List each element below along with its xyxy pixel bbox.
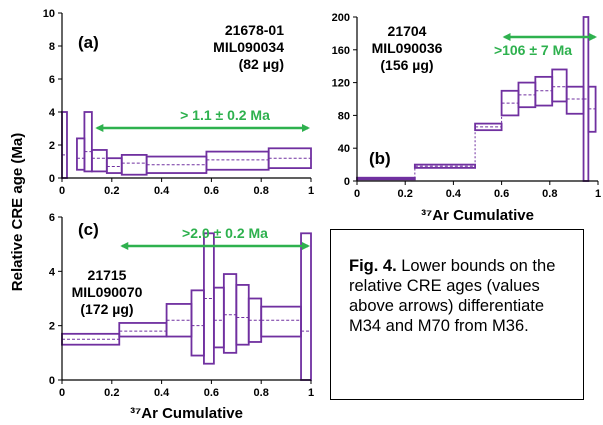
x-tick-label: 0.6 [204,387,219,399]
panel-letter: (b) [369,149,391,168]
y-tick-label: 2 [49,140,55,152]
step-box [222,273,238,354]
age-bound-label: >106 ± 7 Ma [494,42,572,58]
step-box [105,157,123,174]
y-tick-label: 10 [43,8,55,20]
step-box [118,322,168,338]
panel-letter: (c) [78,220,99,239]
x-tick-label: 0.8 [254,387,269,399]
step-box [300,232,312,381]
step-box [190,289,205,357]
x-tick-label: 0 [354,188,360,200]
sample-id: 21678-01 [225,22,284,38]
x-tick-label: 0.2 [104,185,119,197]
x-tick-label: 0.6 [494,188,509,200]
y-tick-label: 200 [332,12,350,24]
y-tick-label: 0 [344,176,350,188]
step-box [120,153,148,176]
age-bound-label: > 1.1 ± 0.2 Ma [180,107,270,123]
figure-caption: Fig. 4. Lower bounds on the relative CRE… [330,229,584,400]
x-tick-label: 0 [59,185,65,197]
y-tick-label: 4 [49,266,56,278]
step-box [565,85,585,115]
x-tick-label: 0 [59,387,65,399]
meteorite-name: MIL090036 [372,40,443,56]
sample-mass: (172 µg) [80,301,133,317]
step-box [356,176,416,181]
step-box [83,111,93,173]
y-tick-label: 160 [332,45,350,57]
x-tick-label: 0.2 [104,387,119,399]
y-tick-label: 0 [49,173,55,185]
y-tick-label: 0 [49,375,55,387]
panel-c: 0 2 4 6 0 0.2 0.4 0.6 0.8 1 ³⁷Ar Cumulative (c) 2171… [49,212,314,422]
y-tick-label: 6 [49,74,55,86]
step-box [76,137,86,171]
step-box [61,332,121,346]
y-tick-label: 120 [332,78,350,90]
meteorite-name: MIL090070 [72,284,143,300]
step-box [90,149,108,173]
x-tick-label: 1 [595,188,601,200]
caption-text: Lower bounds on the relative CRE ages (v… [349,257,556,335]
y-axis-label: Relative CRE age (Ma) [9,133,26,291]
step-box [235,284,250,346]
x-axis-label: ³⁷Ar Cumulative [421,207,534,224]
step-box [260,305,302,338]
y-tick-label: 4 [49,107,56,119]
x-tick-label: 1 [308,387,314,399]
x-tick-label: 0.4 [154,185,170,197]
x-axis-label: ³⁷Ar Cumulative [130,405,243,422]
x-tick-label: 0.4 [154,387,170,399]
y-tick-label: 80 [338,110,350,122]
sample-id: 21704 [388,23,427,39]
sample-mass: (82 µg) [239,56,284,72]
x-tick-label: 0.8 [254,185,269,197]
x-tick-label: 0.2 [398,188,413,200]
y-tick-label: 6 [49,212,55,224]
panel-b: 0 40 80 120 160 200 0 0.2 0.4 0.6 0.8 1 ³⁷Ar Cumulat… [332,12,601,224]
x-tick-label: 0.8 [542,188,557,200]
meteorite-name: MIL090034 [213,39,284,55]
caption-title: Fig. 4. [349,257,397,275]
age-bound-label: >2.0 ± 0.2 Ma [182,225,268,241]
step-box [61,111,68,179]
step-box [551,68,568,103]
y-tick-label: 2 [49,321,55,333]
panel-letter: (a) [78,33,99,52]
sample-id: 21715 [88,267,127,283]
x-tick-label: 0.4 [446,188,462,200]
x-tick-label: 1 [308,185,314,197]
y-tick-label: 8 [49,41,55,53]
y-tick-label: 40 [338,143,350,155]
panel-a: 0 2 4 6 8 10 0 0.2 0.4 0.6 0.8 1 (a) 21678-01MIL09003… [43,8,314,197]
step-box [212,286,225,349]
sample-mass: (156 µg) [380,57,433,73]
step-box [205,150,270,171]
x-tick-label: 0.6 [204,185,219,197]
